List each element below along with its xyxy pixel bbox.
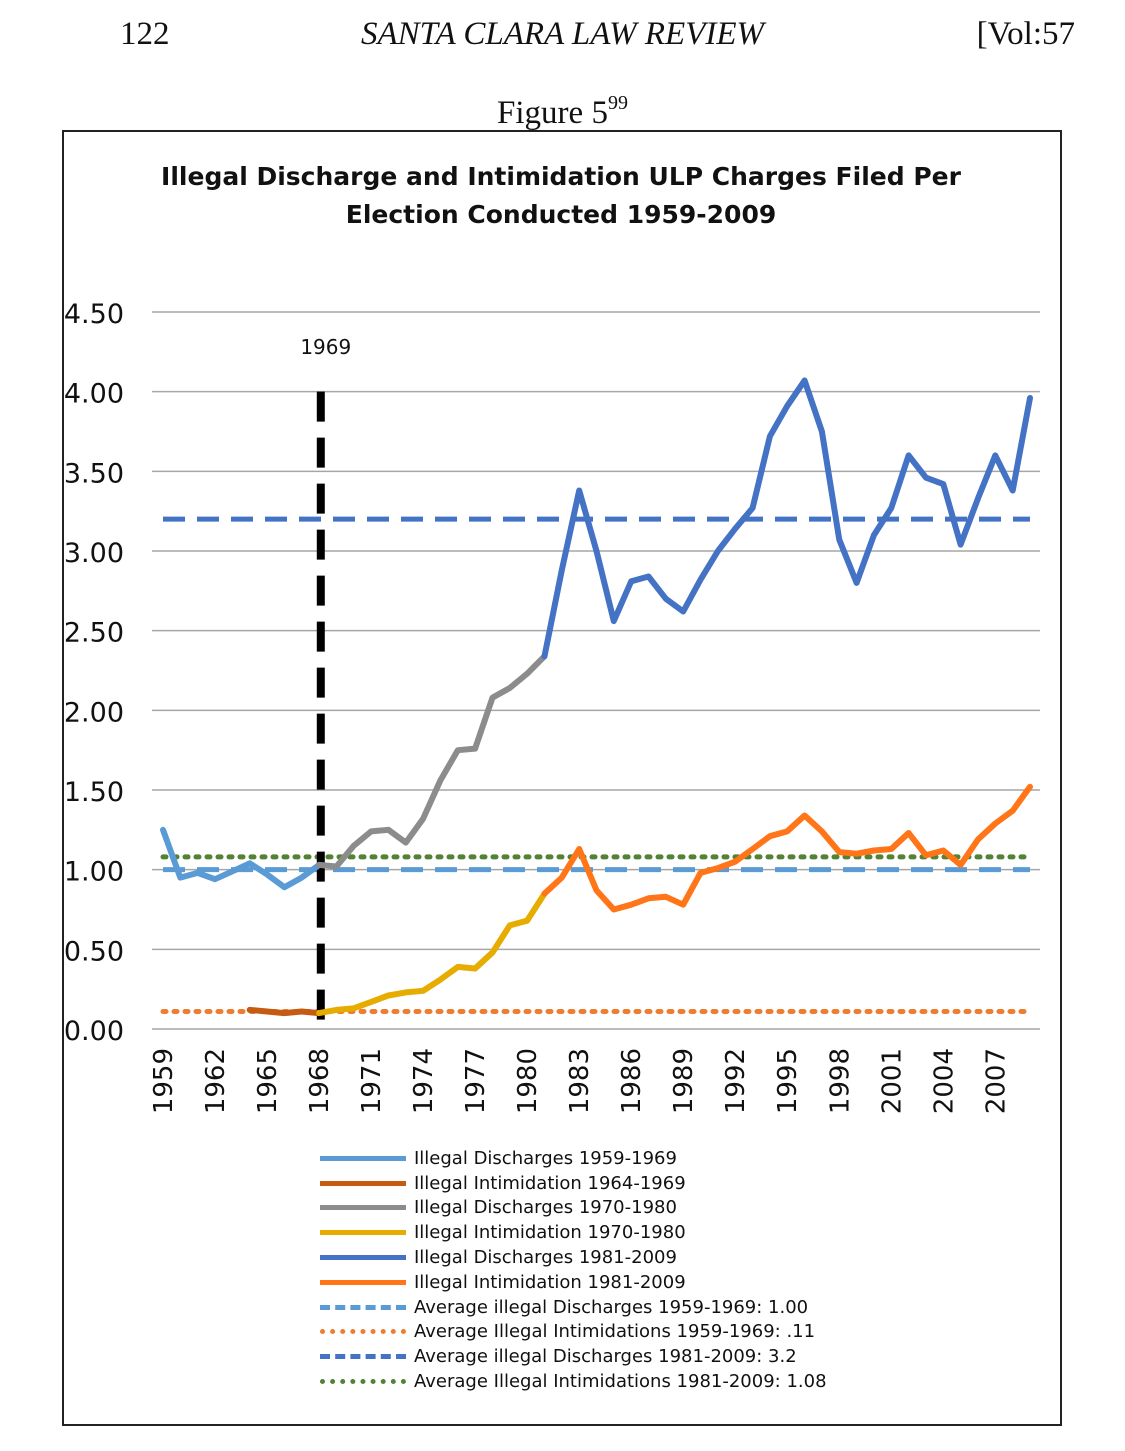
legend-swatch [320, 1155, 406, 1161]
y-tick-label: 2.00 [64, 697, 124, 728]
legend-label: Illegal Discharges 1959-1969 [414, 1147, 677, 1169]
y-tick-label: 0.00 [64, 1016, 124, 1047]
x-tick-label: 1986 [617, 1048, 647, 1114]
x-tick-label: 2004 [929, 1048, 959, 1114]
legend-label: Average illegal Discharges 1981-2009: 3.… [414, 1346, 797, 1368]
y-tick-label: 2.50 [64, 618, 124, 649]
x-axis-tick-labels: 1959 1962 1965 1968 1971 1974 1977 1980 1983 1986… [149, 1048, 1011, 1114]
legend-swatch [320, 1354, 406, 1360]
legend-item: Illegal Discharges 1981-2009 [320, 1245, 827, 1270]
x-tick-label: 1965 [253, 1048, 283, 1114]
legend-item: Illegal Discharges 1970-1980 [320, 1196, 827, 1221]
marker-label: 1969 [300, 335, 351, 359]
legend: Illegal Discharges 1959-1969 Illegal Inti… [320, 1146, 827, 1394]
figure-label-text: Figure 5 [497, 95, 608, 131]
legend-label: Illegal Discharges 1981-2009 [414, 1247, 677, 1269]
legend-label: Average Illegal Intimidations 1981-2009:… [414, 1371, 827, 1393]
chart-title-line-2: Election Conducted 1959-2009 [346, 200, 777, 229]
y-tick-label: 1.50 [64, 777, 124, 808]
series-line [316, 653, 548, 870]
legend-swatch [320, 1304, 406, 1310]
x-tick-label: 2007 [981, 1048, 1011, 1114]
chart-frame [62, 130, 1062, 1426]
legend-label: Illegal Discharges 1970-1980 [414, 1197, 677, 1219]
y-axis-tick-labels: 0.00 0.50 1.00 1.50 2.00 2.50 3.00 3.50 4.00 4.50 [64, 299, 124, 1047]
series-line [160, 826, 323, 891]
legend-item: Average Illegal Intimidations 1981-2009:… [320, 1369, 827, 1394]
legend-item: Illegal Intimidation 1970-1980 [320, 1220, 827, 1245]
legend-swatch [320, 1329, 406, 1335]
figure-footnote-ref: 99 [607, 92, 628, 114]
legend-swatch [320, 1230, 406, 1236]
legend-swatch [320, 1379, 406, 1385]
legend-label: Average illegal Discharges 1959-1969: 1.… [414, 1296, 809, 1318]
x-tick-label: 1971 [357, 1048, 387, 1114]
legend-swatch [320, 1180, 406, 1186]
legend-item: Illegal Discharges 1959-1969 [320, 1146, 827, 1171]
x-tick-label: 1983 [565, 1048, 595, 1114]
legend-label: Illegal Intimidation 1981-2009 [414, 1271, 686, 1293]
series-line [246, 1006, 323, 1017]
legend-item: Average illegal Discharges 1981-2009: 3.… [320, 1344, 827, 1369]
x-tick-label: 2001 [877, 1048, 907, 1114]
y-tick-label: 1.00 [64, 857, 124, 888]
legend-item: Illegal Intimidation 1981-2009 [320, 1270, 827, 1295]
running-head: 122 SANTA CLARA LAW REVIEW [Vol:57 [0, 16, 1125, 56]
legend-item: Average Illegal Intimidations 1959-1969:… [320, 1320, 827, 1345]
y-tick-label: 3.00 [64, 538, 124, 569]
journal-title: SANTA CLARA LAW REVIEW [360, 16, 764, 52]
y-tick-label: 0.50 [64, 936, 124, 967]
series-line [316, 890, 548, 1017]
chart-title-line-1: Illegal Discharge and Intimidation ULP C… [161, 162, 962, 191]
series-line [541, 783, 1033, 913]
figure-caption: Figure 599 [0, 92, 1125, 132]
average-lines [160, 516, 1033, 1014]
x-tick-label: 1959 [149, 1048, 179, 1114]
y-tick-label: 3.50 [64, 458, 124, 489]
legend-item: Average illegal Discharges 1959-1969: 1.… [320, 1295, 827, 1320]
x-tick-label: 1998 [825, 1048, 855, 1114]
y-tick-label: 4.00 [64, 379, 124, 410]
x-tick-label: 1980 [513, 1048, 543, 1114]
x-tick-label: 1962 [201, 1048, 231, 1114]
legend-label: Illegal Intimidation 1964-1969 [414, 1172, 686, 1194]
x-tick-label: 1989 [669, 1048, 699, 1114]
year-marker: 1969 [300, 335, 351, 1031]
gridlines [152, 311, 1040, 1030]
volume-label: [Vol:57 [976, 16, 1075, 52]
x-tick-label: 1995 [773, 1048, 803, 1114]
legend-swatch [320, 1279, 406, 1285]
legend-swatch [320, 1205, 406, 1211]
legend-swatch [320, 1255, 406, 1261]
x-tick-label: 1992 [721, 1048, 751, 1114]
legend-item: Illegal Intimidation 1964-1969 [320, 1171, 827, 1196]
page-number: 122 [120, 16, 170, 52]
x-tick-label: 1977 [461, 1048, 491, 1114]
legend-label: Average Illegal Intimidations 1959-1969:… [414, 1321, 816, 1343]
x-tick-label: 1968 [305, 1048, 335, 1114]
series-lines [160, 377, 1033, 1017]
x-tick-label: 1974 [409, 1048, 439, 1114]
legend-label: Illegal Intimidation 1970-1980 [414, 1222, 686, 1244]
series-line [541, 377, 1033, 660]
y-tick-label: 4.50 [64, 299, 124, 330]
